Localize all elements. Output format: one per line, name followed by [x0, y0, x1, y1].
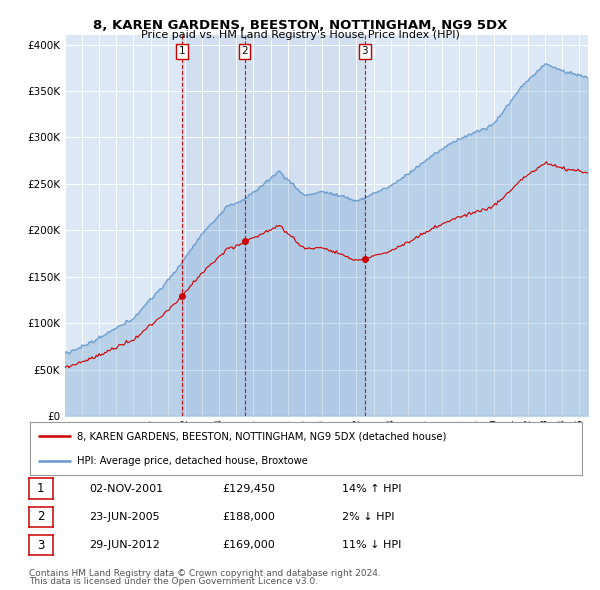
Bar: [182, 35, 245, 416]
Text: 1: 1: [179, 46, 185, 56]
Text: Contains HM Land Registry data © Crown copyright and database right 2024.: Contains HM Land Registry data © Crown c…: [29, 569, 380, 578]
Text: £188,000: £188,000: [222, 512, 275, 522]
Text: This data is licensed under the Open Government Licence v3.0.: This data is licensed under the Open Gov…: [29, 577, 318, 586]
Text: 14% ↑ HPI: 14% ↑ HPI: [342, 484, 401, 493]
Text: 23-JUN-2005: 23-JUN-2005: [89, 512, 160, 522]
Text: 2: 2: [241, 46, 248, 56]
Text: 8, KAREN GARDENS, BEESTON, NOTTINGHAM, NG9 5DX (detached house): 8, KAREN GARDENS, BEESTON, NOTTINGHAM, N…: [77, 431, 446, 441]
Text: 3: 3: [37, 539, 44, 552]
Text: 2% ↓ HPI: 2% ↓ HPI: [342, 512, 395, 522]
Bar: [245, 35, 365, 416]
Text: 11% ↓ HPI: 11% ↓ HPI: [342, 540, 401, 550]
Text: 1: 1: [37, 482, 44, 495]
Text: 2: 2: [37, 510, 44, 523]
Text: HPI: Average price, detached house, Broxtowe: HPI: Average price, detached house, Brox…: [77, 455, 308, 466]
Text: £169,000: £169,000: [222, 540, 275, 550]
Text: 29-JUN-2012: 29-JUN-2012: [89, 540, 160, 550]
Text: 8, KAREN GARDENS, BEESTON, NOTTINGHAM, NG9 5DX: 8, KAREN GARDENS, BEESTON, NOTTINGHAM, N…: [93, 19, 507, 32]
Text: Price paid vs. HM Land Registry's House Price Index (HPI): Price paid vs. HM Land Registry's House …: [140, 30, 460, 40]
Text: 3: 3: [362, 46, 368, 56]
Text: £129,450: £129,450: [222, 484, 275, 493]
Text: 02-NOV-2001: 02-NOV-2001: [89, 484, 163, 493]
